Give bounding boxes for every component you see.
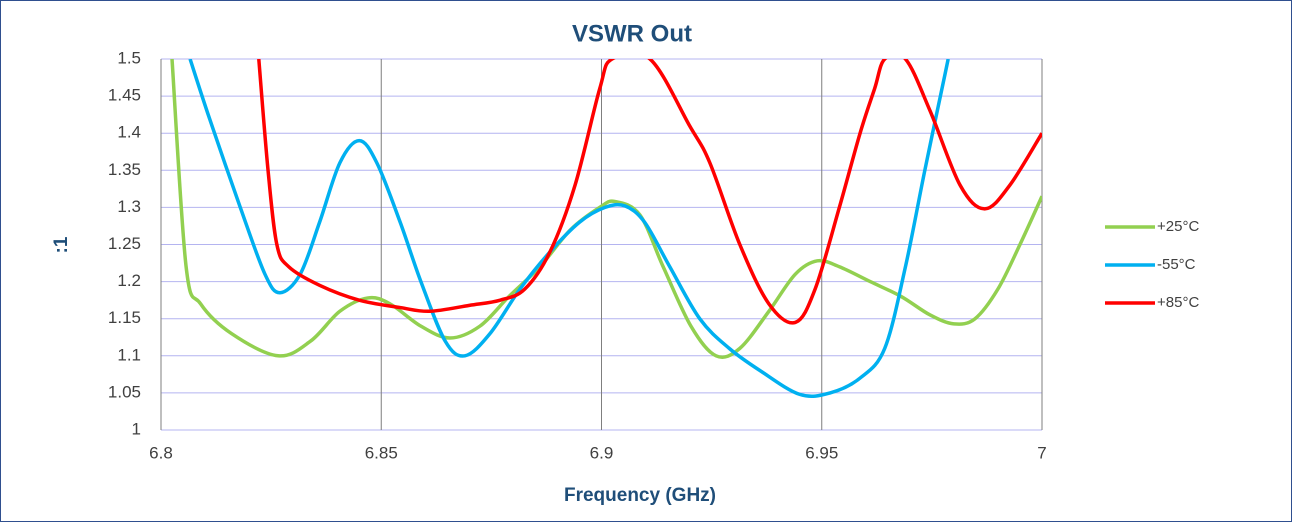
x-axis-title: Frequency (GHz): [564, 485, 716, 506]
y-tick-label: 1.3: [117, 197, 141, 216]
y-tick-label: 1.45: [108, 86, 141, 105]
y-tick-label: 1.4: [117, 123, 141, 142]
x-tick-label: 6.95: [805, 443, 838, 462]
y-tick-label: 1.05: [108, 382, 141, 401]
x-tick-label: 6.8: [149, 443, 173, 462]
legend-label: -55°C: [1157, 256, 1196, 273]
legend: +25°C -55°C +85°C: [1105, 218, 1199, 311]
y-tick-label: 1.2: [117, 271, 141, 290]
y-tick-label: 1.5: [117, 48, 141, 67]
series-line: [170, 59, 1042, 359]
y-tick-label: 1.1: [117, 345, 141, 364]
x-tick-label: 7: [1037, 443, 1046, 462]
grid: 1 1.05 1.1 1.15 1.2 1.25 1.3 1.35 1.4 1.45 1.5 6.8 6…: [108, 48, 1047, 462]
chart-title: VSWR Out: [572, 20, 692, 47]
y-tick-label: 1.35: [108, 160, 141, 179]
y-tick-label: 1: [132, 419, 141, 438]
y-tick-label: 1.25: [108, 234, 141, 253]
x-tick-label: 6.85: [365, 443, 398, 462]
y-tick-label: 1.15: [108, 308, 141, 327]
series-line: [257, 59, 1042, 325]
plot-lines: [170, 59, 1042, 399]
legend-label: +85°C: [1157, 294, 1199, 311]
legend-label: +25°C: [1157, 218, 1199, 235]
x-tick-label: 6.9: [590, 443, 614, 462]
y-axis-title: :1: [51, 236, 72, 253]
